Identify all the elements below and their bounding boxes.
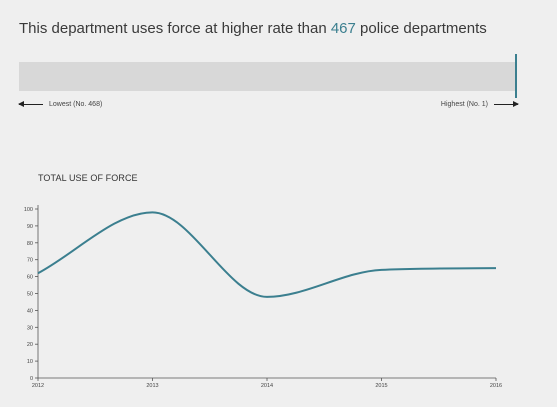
headline-rank-value: 467 xyxy=(330,20,356,37)
highest-label: Highest (No. 1) xyxy=(440,101,488,108)
rank-bar xyxy=(19,54,517,98)
y-tick-label: 70 xyxy=(27,258,33,264)
rank-scale-lowest: Lowest (No. 468) xyxy=(18,101,103,108)
headline-prefix: This department uses force at higher rat… xyxy=(19,20,331,37)
x-tick-label: 2016 xyxy=(490,383,502,389)
lowest-label: Lowest (No. 468) xyxy=(49,101,103,108)
y-tick-label: 50 xyxy=(27,292,33,298)
headline: This department uses force at higher rat… xyxy=(19,20,487,37)
rank-scale: Lowest (No. 468) Highest (No. 1) xyxy=(18,101,519,115)
x-tick-label: 2013 xyxy=(146,383,158,389)
y-tick-label: 20 xyxy=(27,342,33,348)
headline-suffix: police departments xyxy=(355,20,487,37)
y-tick-label: 80 xyxy=(27,241,33,247)
arrow-left-icon xyxy=(18,101,43,107)
y-tick-label: 100 xyxy=(24,207,33,213)
series-line xyxy=(37,211,497,298)
x-tick-label: 2012 xyxy=(32,383,44,389)
arrow-right-icon xyxy=(494,101,519,107)
y-tick-label: 0 xyxy=(30,376,33,382)
y-tick-label: 40 xyxy=(27,308,33,314)
chart-title: TOTAL USE OF FORCE xyxy=(38,173,138,183)
x-tick-label: 2015 xyxy=(375,383,387,389)
rank-scale-highest: Highest (No. 1) xyxy=(440,101,519,108)
y-tick-label: 30 xyxy=(27,325,33,331)
y-tick-label: 90 xyxy=(27,224,33,230)
y-tick-label: 60 xyxy=(27,275,33,281)
rank-marker xyxy=(515,54,517,98)
y-tick-label: 10 xyxy=(27,359,33,365)
x-tick-label: 2014 xyxy=(261,383,273,389)
